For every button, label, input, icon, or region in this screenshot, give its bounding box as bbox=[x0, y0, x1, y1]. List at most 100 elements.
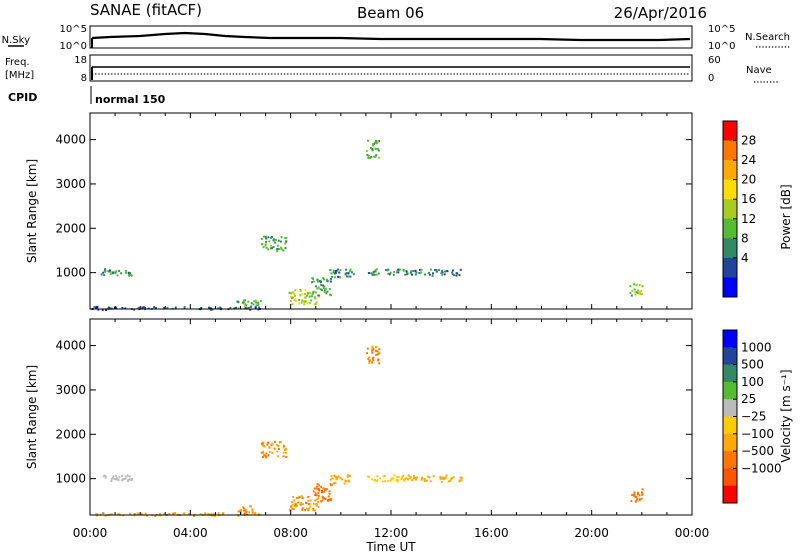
power-cell bbox=[261, 243, 263, 246]
power-cell bbox=[267, 248, 270, 251]
velocity-cell bbox=[432, 475, 435, 478]
power-cell bbox=[137, 306, 140, 309]
velocity-cell bbox=[273, 441, 276, 443]
velocity-cell bbox=[95, 513, 98, 516]
velocity-cell bbox=[371, 361, 374, 364]
power-cell bbox=[276, 250, 279, 253]
velocity-cell bbox=[104, 476, 107, 479]
velocity-cell bbox=[291, 500, 293, 503]
power-cell bbox=[102, 271, 105, 274]
power-cell bbox=[402, 269, 405, 272]
velocity-cell bbox=[280, 441, 282, 444]
power-cell bbox=[375, 142, 378, 145]
velocity-cell bbox=[386, 480, 389, 483]
velocity-cell bbox=[414, 476, 417, 479]
velocity-cell bbox=[638, 494, 641, 497]
velocity-cell bbox=[378, 351, 381, 354]
power-cell bbox=[307, 293, 310, 296]
power-cell bbox=[103, 270, 106, 273]
power-cell bbox=[637, 292, 640, 295]
power-cell bbox=[234, 306, 237, 309]
velocity-cell bbox=[368, 356, 371, 359]
power-cell bbox=[314, 297, 317, 300]
time-tick-label: 00:00 bbox=[73, 526, 108, 540]
power-cell bbox=[200, 306, 203, 309]
power-cell bbox=[300, 293, 303, 296]
velocity-cell bbox=[110, 513, 113, 516]
power-colorbar-swatch bbox=[723, 257, 737, 278]
power-cell bbox=[371, 273, 374, 276]
velocity-cell bbox=[316, 488, 319, 491]
power-cell bbox=[303, 303, 306, 306]
power-cell bbox=[109, 273, 112, 276]
power-cell bbox=[255, 304, 258, 307]
velocity-cell bbox=[400, 478, 403, 481]
velocity-cell bbox=[371, 349, 374, 352]
freq-left-tick-bottom: 8 bbox=[81, 73, 87, 84]
power-cell bbox=[304, 300, 307, 303]
power-cell bbox=[414, 273, 417, 276]
velocity-cell bbox=[121, 479, 124, 482]
power-cell bbox=[265, 237, 268, 240]
power-cell bbox=[429, 268, 432, 271]
velocity-cell bbox=[276, 450, 279, 453]
velocity-data-layer bbox=[95, 345, 644, 517]
power-cell bbox=[265, 246, 268, 249]
power-data-layer bbox=[91, 139, 644, 311]
velocity-cell bbox=[284, 448, 287, 451]
power-colorbar-tick-label: 12 bbox=[741, 212, 756, 226]
velocity-cell bbox=[237, 510, 240, 513]
velocity-cell bbox=[368, 475, 371, 478]
velocity-cell bbox=[193, 514, 195, 517]
velocity-cell bbox=[440, 480, 443, 483]
power-cell bbox=[332, 269, 335, 272]
velocity-cell bbox=[137, 512, 140, 515]
power-cell bbox=[351, 271, 353, 274]
power-cell bbox=[267, 236, 270, 239]
velocity-colorbar-tick-label: −500 bbox=[741, 444, 774, 458]
velocity-cell bbox=[199, 513, 202, 516]
power-ytick-label: 4000 bbox=[55, 133, 86, 147]
power-cell bbox=[420, 271, 423, 274]
power-cell bbox=[129, 272, 132, 275]
power-colorbar-swatch bbox=[723, 179, 737, 200]
power-cell bbox=[141, 306, 144, 309]
velocity-cell bbox=[305, 502, 308, 505]
power-axes: 1000 2000 3000 4000 bbox=[55, 113, 693, 309]
freq-right-tick-bottom: 0 bbox=[708, 73, 714, 84]
velocity-cell bbox=[413, 475, 415, 478]
power-echo-region bbox=[367, 268, 408, 276]
power-cell bbox=[640, 290, 643, 293]
power-cell bbox=[109, 270, 112, 273]
power-cell bbox=[446, 270, 449, 273]
power-cell bbox=[420, 268, 423, 271]
velocity-cell bbox=[127, 479, 129, 482]
velocity-cell bbox=[460, 478, 463, 481]
power-cell bbox=[288, 291, 291, 294]
velocity-cell bbox=[146, 514, 149, 517]
velocity-cell bbox=[449, 479, 452, 482]
power-ytick-label: 3000 bbox=[55, 177, 86, 191]
power-colorbar: 28 24 20 16 12 8 4 bbox=[722, 120, 756, 298]
power-cell bbox=[349, 268, 352, 271]
power-cell bbox=[453, 274, 456, 277]
power-cell bbox=[397, 268, 400, 271]
power-cell bbox=[308, 301, 311, 304]
power-cell bbox=[328, 288, 331, 291]
power-cell bbox=[409, 271, 412, 274]
power-cell bbox=[329, 280, 332, 283]
velocity-cell bbox=[366, 347, 369, 350]
power-cell bbox=[366, 150, 368, 153]
velocity-cell bbox=[640, 497, 643, 500]
power-cell bbox=[346, 275, 348, 278]
velocity-cell bbox=[411, 479, 414, 482]
power-echo-region bbox=[100, 268, 133, 277]
noise-left-tick-bottom: 10^0 bbox=[60, 41, 87, 52]
velocity-cell bbox=[263, 445, 266, 448]
velocity-cell bbox=[291, 503, 294, 506]
velocity-cell bbox=[641, 488, 644, 491]
velocity-cell bbox=[383, 475, 386, 478]
power-cell bbox=[634, 293, 637, 296]
velocity-cell bbox=[641, 493, 644, 496]
velocity-ytick-label: 2000 bbox=[55, 427, 86, 441]
